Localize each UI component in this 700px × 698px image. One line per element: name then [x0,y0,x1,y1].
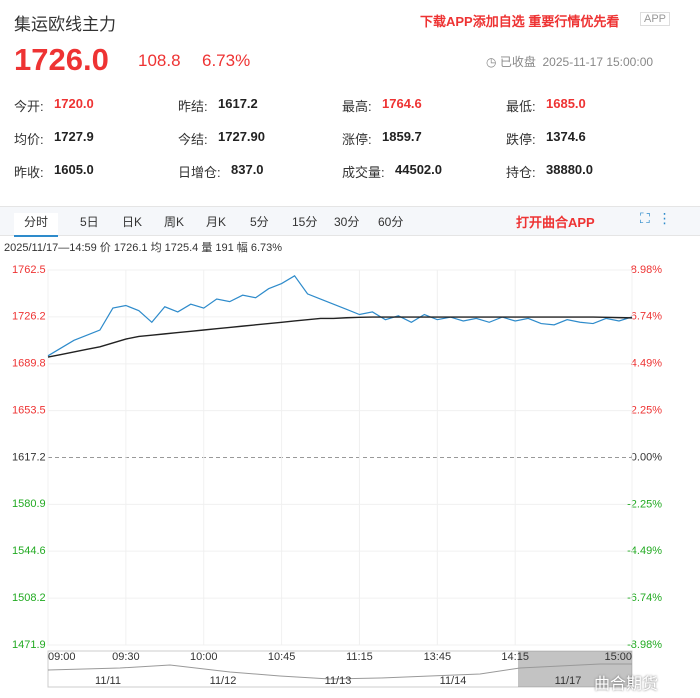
y-tick-label: 1617.2 [12,451,46,463]
change: 108.8 [138,51,181,70]
status-clock: ◷ 已收盘 2025-11-17 15:00:00 [486,55,654,69]
stat-value-wrap: 837.0 [231,162,264,177]
stat-value: 1617.2 [218,96,258,111]
y2-tick-label: -4.49% [627,545,662,557]
info: 2025/11/17—14:59 价 1726.1 均 1725.4 量 191… [4,242,283,254]
time: 2025-11-17 15:00:00 [542,55,654,69]
stat-value-wrap: 1685.0 [546,96,586,111]
stat-label: 涨停: [342,132,372,147]
tab[interactable]: 60分 [378,215,404,229]
tab[interactable]: 日K [122,215,143,229]
tab[interactable]: 月K [206,215,227,229]
navigator-date: 11/14 [440,675,467,687]
title: 集运欧线主力 [14,15,116,34]
x-tick-label: 11:15 [346,651,373,663]
tab[interactable]: 5分 [250,215,269,229]
y-tick-label: 1689.8 [12,358,46,370]
navigator-date: 11/12 [210,675,237,687]
stat-label: 最低: [506,99,536,114]
y-tick-label: 1580.9 [12,498,46,510]
stat-value-wrap: 44502.0 [395,162,442,177]
stat-label: 最高: [342,99,372,114]
y-tick-label: 1508.2 [12,592,46,604]
stat-value-wrap: 1374.6 [546,129,586,144]
stat-value: 1727.9 [54,129,94,144]
stat-label: 日增仓: [178,165,221,180]
open-app[interactable]: 打开曲合APP [516,215,595,230]
stat-value-wrap: 1605.0 [54,162,94,177]
stat-value-wrap: 1727.9 [54,129,94,144]
y-tick-label: 1762.5 [12,264,46,276]
x-tick-label: 10:00 [190,651,218,663]
stat-value: 1605.0 [54,162,94,177]
stat-value: 1720.0 [54,96,94,111]
status: 已收盘 [499,55,536,69]
x-tick-label: 09:30 [112,651,140,663]
stat-label: 昨收: [14,165,44,180]
stat-label: 均价: [14,132,44,147]
navigator-date: 11/17 [555,675,582,687]
y-tick-label: 1544.6 [12,545,46,557]
y2-tick-label: -8.98% [627,639,662,651]
stat-value: 1859.7 [382,129,422,144]
icons[interactable]: ⛶ ⋮ [640,210,672,226]
stat-value-wrap: 1764.6 [382,96,422,111]
x-tick-label: 13:45 [424,651,452,663]
stat-label: 成交量: [342,165,385,180]
y2-tick-label: 6.74% [631,311,662,323]
navigator-date: 11/13 [325,675,352,687]
tab[interactable]: 周K [164,215,185,229]
tab-bar [0,206,700,236]
y-tick-label: 1726.2 [12,311,46,323]
stat-value-wrap: 1720.0 [54,96,94,111]
y2-tick-label: 2.25% [631,404,662,416]
y2-tick-label: -2.25% [627,498,662,510]
tab[interactable]: 30分 [334,215,360,229]
badge[interactable]: APP [640,12,671,26]
change-pct: 6.73% [202,51,251,70]
tab[interactable]: 15分 [292,215,318,229]
price-line [47,316,633,358]
stat-label: 今开: [14,99,44,114]
x-tick-label: 15:00 [604,651,632,663]
stat-value: 837.0 [231,162,264,177]
tab[interactable]: 分时 [14,213,59,237]
stat-value-wrap: 1727.90 [218,129,265,144]
y-tick-label: 1471.9 [12,639,46,651]
x-tick-label: 09:00 [48,651,76,663]
stat-value: 1374.6 [546,129,586,144]
price: 1726.0 [14,42,109,77]
y2-tick-label: 0.00% [631,451,662,463]
stat-value-wrap: 38880.0 [546,162,593,177]
stat-value: 1727.90 [218,129,265,144]
navigator-date: 11/11 [95,675,121,687]
x-tick-label: 14:15 [501,651,529,663]
stat-label: 今结: [178,132,208,147]
navigator-window [518,651,632,687]
stat-value: 38880.0 [546,162,593,177]
stat-label: 持仓: [506,165,536,180]
y2-tick-label: 8.98% [631,264,662,276]
tab[interactable]: 5日 [80,215,99,229]
stat-value-wrap: 1859.7 [382,129,422,144]
stat-label: 跌停: [506,132,536,147]
stat-value: 1764.6 [382,96,422,111]
stat-value-wrap: 1617.2 [218,96,258,111]
price-line [47,275,633,357]
stat-label: 昨结: [178,99,208,114]
watermark: 曲合期货 [594,676,659,693]
y2-tick-label: 4.49% [631,358,662,370]
stat-value: 1685.0 [546,96,586,111]
stat-value: 44502.0 [395,162,442,177]
y-tick-label: 1653.5 [12,405,46,417]
x-tick-label: 10:45 [268,651,296,663]
promo[interactable]: 下载APP添加自选 重要行情优先看 [420,14,620,29]
navigator-line [47,663,632,680]
y2-tick-label: -6.74% [627,592,662,604]
